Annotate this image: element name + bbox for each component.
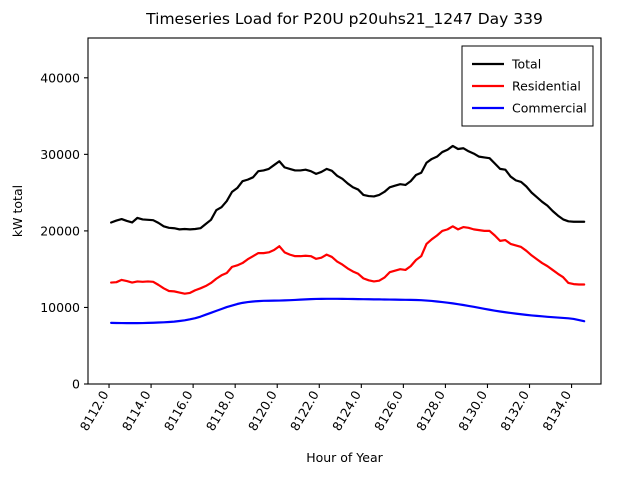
chart-title: Timeseries Load for P20U p20uhs21_1247 D… [145, 10, 543, 29]
y-axis-tick-label: 30000 [40, 147, 80, 162]
legend-label-commercial: Commercial [512, 101, 587, 116]
y-axis-tick-label: 10000 [40, 300, 80, 315]
x-axis-tick-label: 8132.0 [497, 388, 532, 433]
x-axis-label: Hour of Year [306, 450, 383, 465]
series-line-total [110, 144, 586, 231]
x-axis-tick-label: 8118.0 [203, 388, 238, 433]
y-axis-tick-label: 40000 [40, 70, 80, 85]
y-axis-tick-label: 0 [72, 377, 80, 392]
x-axis-tick-label: 8122.0 [287, 388, 322, 433]
y-axis-tick-label: 20000 [40, 223, 80, 238]
x-axis-tick-label: 8116.0 [161, 388, 196, 433]
x-axis-tick-label: 8126.0 [371, 388, 406, 433]
series-line-commercial [110, 297, 586, 325]
axes-frame [87, 37, 602, 385]
x-axis-tick-label: 8134.0 [539, 388, 574, 433]
x-axis-tick-label: 8120.0 [245, 388, 280, 433]
x-axis-tick-label: 8130.0 [455, 388, 490, 433]
series-line-residential [110, 225, 586, 295]
x-axis-tick-label: 8124.0 [329, 388, 364, 433]
x-axis-tick-label: 8114.0 [119, 388, 154, 433]
legend-label-total: Total [511, 57, 541, 72]
x-axis-tick-label: 8128.0 [413, 388, 448, 433]
legend-label-residential: Residential [512, 79, 581, 94]
x-axis-tick-label: 8112.0 [77, 388, 112, 433]
y-axis-label: kW total [10, 185, 25, 237]
